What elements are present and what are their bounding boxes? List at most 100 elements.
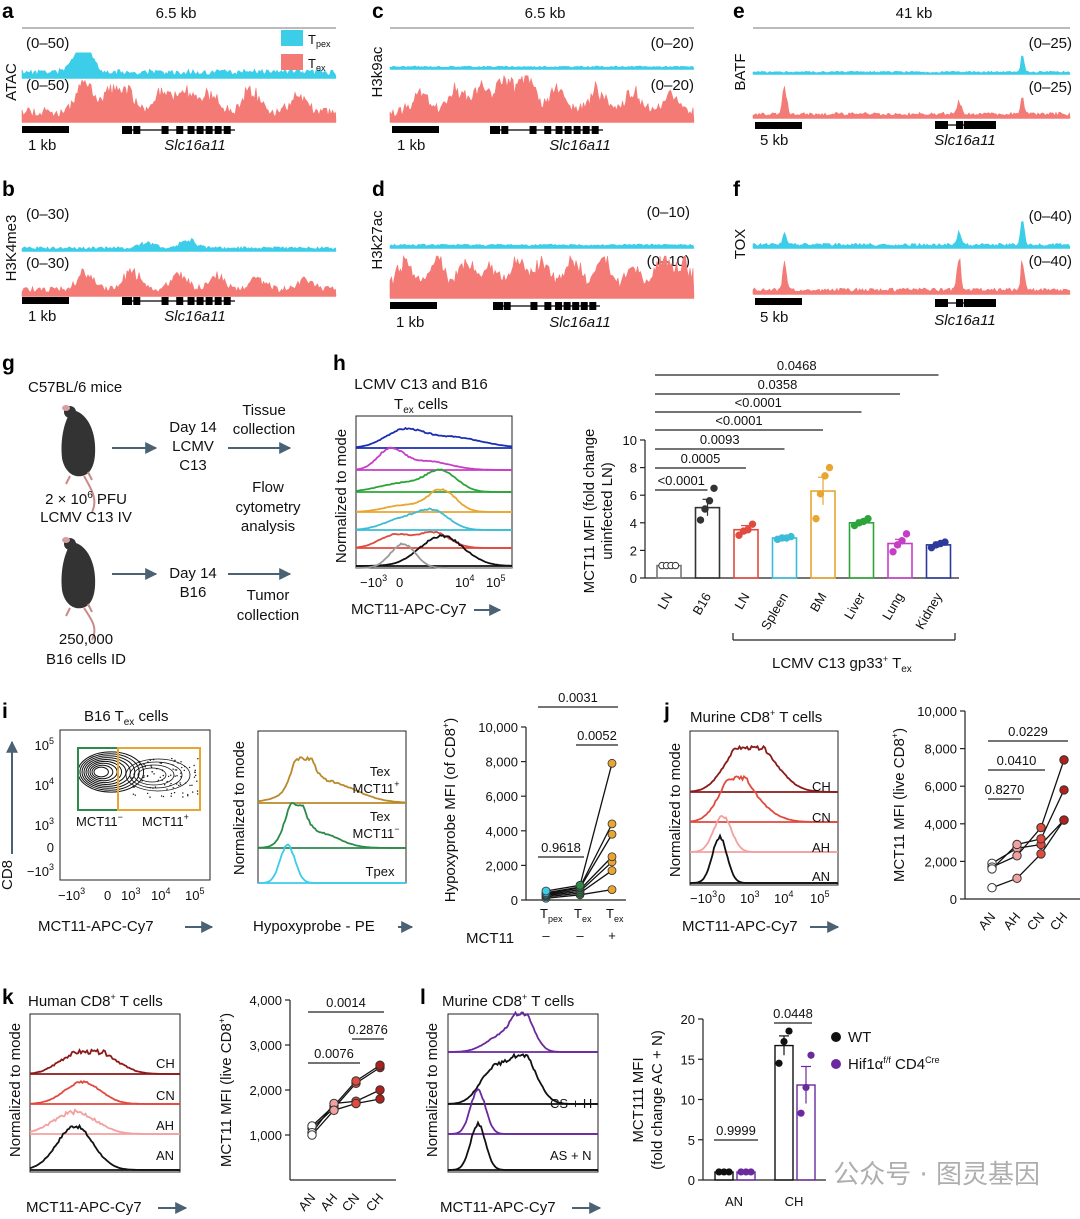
panel-a-tex-track-signal <box>21 79 337 123</box>
gene-exon <box>544 302 552 310</box>
contour-dot <box>197 757 199 760</box>
panel-f-range-bot: (0–40) <box>1029 253 1072 270</box>
gene-exon <box>941 121 948 129</box>
panel-b-tpex-track <box>21 237 337 252</box>
j-ytick-label: 0 <box>950 892 957 907</box>
k-ytick-label: 4,000 <box>249 993 282 1008</box>
gene-exon <box>989 299 996 307</box>
panel-i-xlabel: MCT11-APC-Cy7 <box>38 918 154 935</box>
k-pair-line <box>311 1098 381 1136</box>
contour-dot <box>163 783 166 786</box>
panel-d-range-top: (0–10) <box>647 204 690 221</box>
i-ytick-label: 6,000 <box>485 789 518 804</box>
panel-g-cells-1: 250,000 <box>59 631 113 648</box>
contour-dot <box>176 783 178 785</box>
panel-i-dotplot: i B16 Tex cells MCT11− MCT11+ 105 104 10… <box>0 700 214 935</box>
panel-g-tumor-1: Tumor <box>247 587 290 604</box>
panel-k-letter: k <box>2 986 14 1009</box>
l-hists-curve-0 <box>448 1010 598 1053</box>
contour-dot <box>166 788 168 790</box>
h-point <box>902 530 911 538</box>
panel-i-hist-curves <box>257 755 406 884</box>
contour-ring-pos <box>129 761 183 789</box>
i-xtick-label: Tpex <box>540 906 563 924</box>
gene-exon <box>589 302 597 310</box>
panel-l-ylabel: Normalized to mode <box>424 1023 441 1157</box>
gene-exon <box>187 297 195 305</box>
i-ytick-label: 0 <box>511 893 518 908</box>
panel-a-tex-track <box>21 79 337 123</box>
contour-dot <box>152 787 154 789</box>
panel-e-gene-model <box>935 121 996 129</box>
panel-i-hist-xlabel: Hypoxyprobe - PE <box>253 918 375 935</box>
j-xtick-2: 0 <box>718 891 725 906</box>
j-point <box>1036 822 1046 833</box>
contour-dot <box>150 765 152 767</box>
contour-dot <box>184 765 186 768</box>
l-point <box>802 1083 810 1092</box>
h-point <box>701 505 709 513</box>
gene-exon <box>989 121 996 129</box>
contour-dot <box>173 791 176 794</box>
contour-dot <box>143 775 145 777</box>
contour-dot <box>169 784 171 787</box>
contour-dot <box>174 759 176 762</box>
h-point <box>710 484 718 492</box>
j-ytick-label: 10,000 <box>917 704 957 719</box>
i-point <box>607 852 617 862</box>
h-point <box>825 463 834 472</box>
gene-exon <box>979 121 987 129</box>
panel-g-flow-1: Flow <box>252 479 284 496</box>
panel-f-track-label: TOX <box>732 229 749 260</box>
label-tex-neg-1: Tex <box>370 809 391 824</box>
panel-c-track-label: H3k9ac <box>369 46 386 97</box>
contour-ring <box>87 760 123 784</box>
l-point <box>747 1168 755 1176</box>
h-ylabel-1: MCT11 MFI (fold change <box>581 429 598 594</box>
i-xtick-label: Tex <box>606 906 624 924</box>
contour-dot <box>172 768 174 770</box>
panel-l-histogram: l Murine CD8+ T cells Normalized to mode… <box>420 986 602 1216</box>
contour-dot <box>176 775 178 777</box>
j-point <box>1036 834 1046 844</box>
contour-dot <box>171 757 173 760</box>
i-mct11-sign: – <box>576 928 584 943</box>
panel-l-hist-curves <box>447 1010 598 1171</box>
gene-exon <box>956 121 963 129</box>
j-xtick-label: AH <box>1000 909 1023 932</box>
contour-dot <box>146 792 149 795</box>
l-point <box>720 1168 728 1176</box>
contour-dot <box>149 787 151 789</box>
panel-j-scatter: 0 2,000 4,000 6,000 8,000 10,000 MCT11 MFI (li… <box>890 704 1080 933</box>
panel-d-track-label: H3k27ac <box>369 210 386 270</box>
gate-neg-label: MCT11− <box>76 812 123 829</box>
i-point <box>607 819 617 829</box>
j-point <box>1059 785 1069 795</box>
gene-exon <box>956 299 963 307</box>
j-ytick-label: 6,000 <box>924 779 957 794</box>
contour-dot <box>174 769 177 771</box>
panel-a-track-label: ATAC <box>3 63 20 101</box>
panel-f-tex-track <box>752 257 1071 295</box>
panel-b-track-label: H3K4me3 <box>3 215 20 282</box>
panel-e-gene-label: Slc16a11 <box>934 132 995 149</box>
gate-mct11-pos <box>117 747 201 811</box>
panel-h-ylabel: Normalized to mode <box>333 429 350 563</box>
contour-dot <box>132 793 135 795</box>
panel-c-tex-track-signal <box>389 74 695 123</box>
panel-b-tex-track <box>21 267 337 297</box>
gene-exon <box>176 297 184 305</box>
contour-dot <box>161 779 163 781</box>
h-point <box>816 490 825 498</box>
l-ytick-label: 5 <box>688 1133 695 1148</box>
i-point <box>607 758 617 768</box>
h-cmp-pvalue: 0.0358 <box>758 377 798 392</box>
i-ytick-5: −103 <box>27 862 54 879</box>
contour-dot <box>150 766 153 769</box>
j-xtick-label: AN <box>975 909 998 932</box>
contour-dot <box>180 761 182 763</box>
i-point <box>541 886 551 896</box>
panel-c-letter: c <box>372 0 384 23</box>
label-tex-neg-2: MCT11− <box>353 824 400 841</box>
i-ytick-label: 10,000 <box>478 720 518 735</box>
